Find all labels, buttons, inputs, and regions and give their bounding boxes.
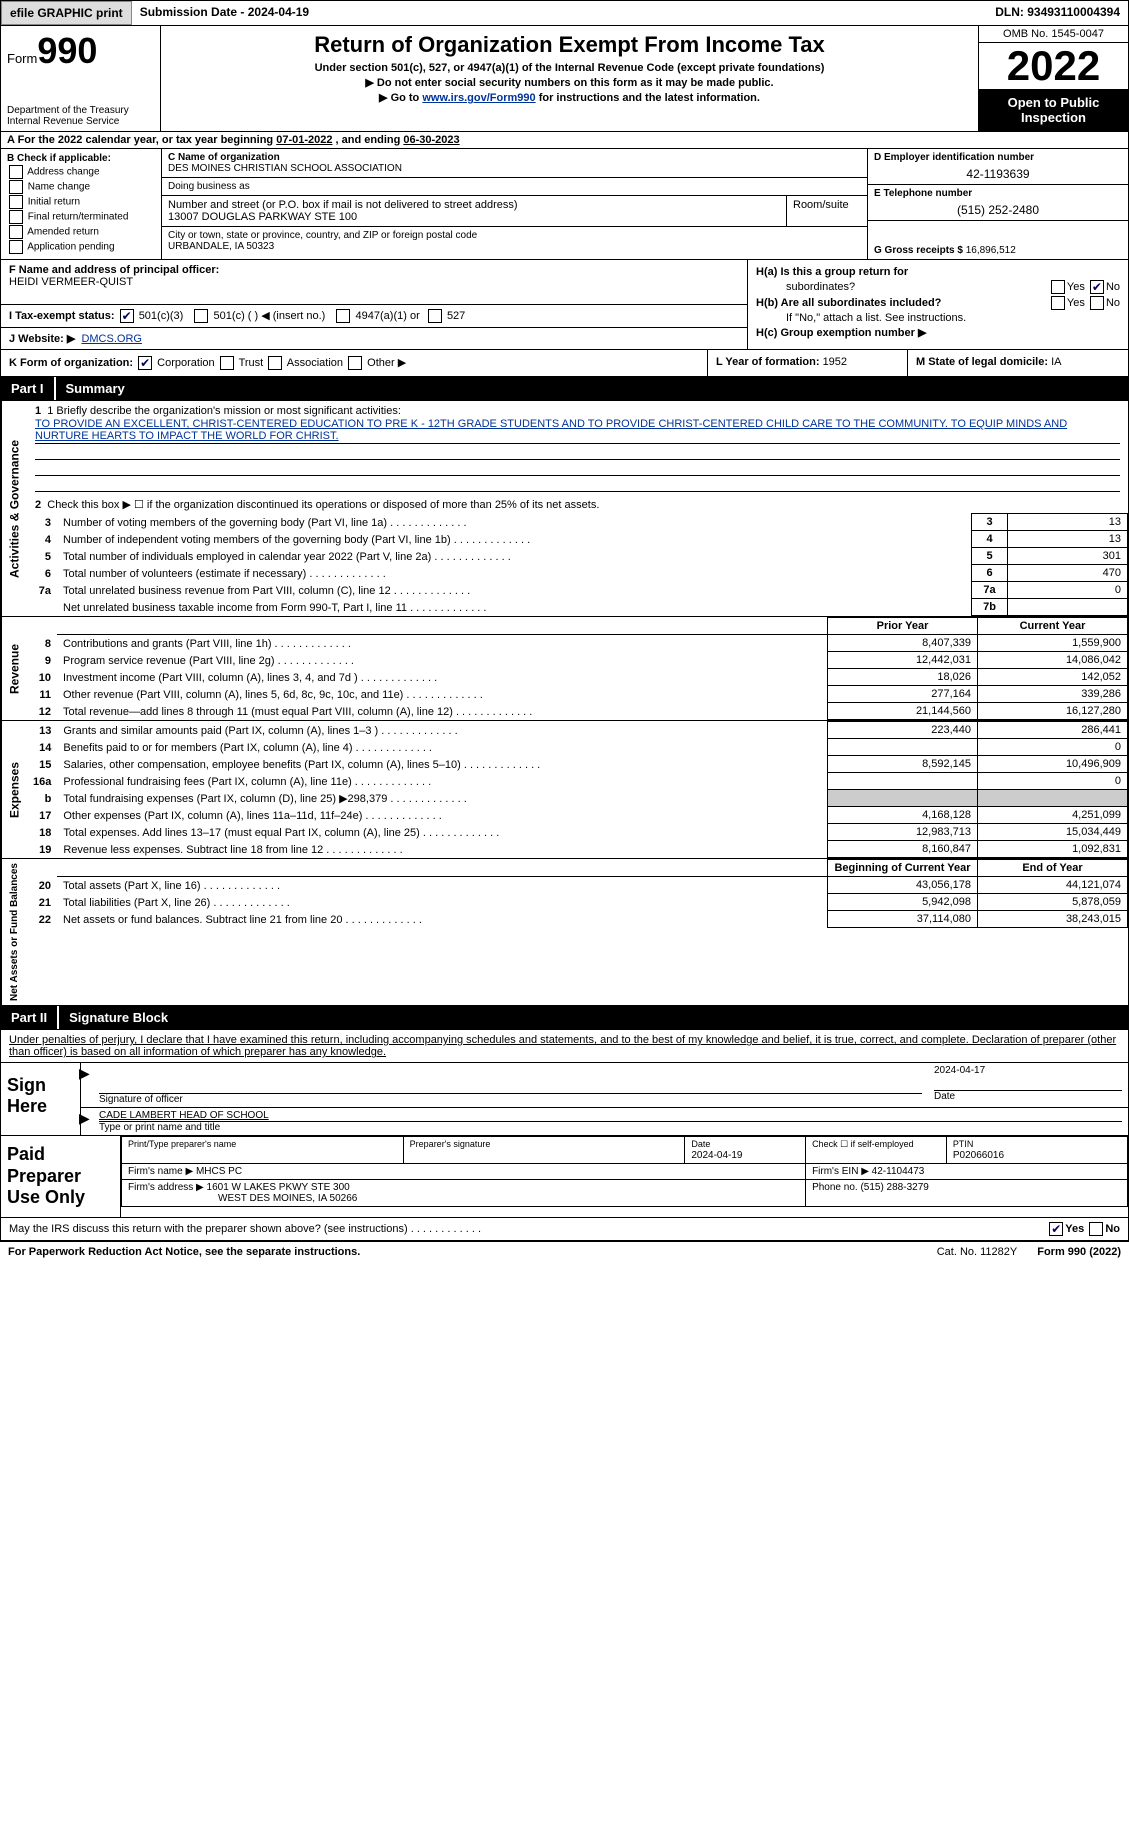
website-link[interactable]: DMCS.ORG	[81, 333, 142, 345]
initial-return-checkbox[interactable]	[9, 195, 23, 209]
ssn-notice: Do not enter social security numbers on …	[169, 76, 970, 89]
part2-header: Part II Signature Block	[0, 1006, 1129, 1030]
527-checkbox[interactable]	[428, 309, 442, 323]
self-employed-check[interactable]: Check ☐ if self-employed	[812, 1139, 914, 1149]
summary-expenses: Expenses 13Grants and similar amounts pa…	[0, 721, 1129, 859]
submission-date: Submission Date - 2024-04-19	[132, 1, 317, 25]
form-header: Form990 Department of the Treasury Inter…	[0, 26, 1129, 132]
form-title: Return of Organization Exempt From Incom…	[169, 32, 970, 58]
summary-netassets: Net Assets or Fund Balances Beginning of…	[0, 859, 1129, 1006]
corp-checkbox[interactable]	[138, 356, 152, 370]
ein-value: 42-1193639	[874, 167, 1122, 181]
principal-officer-name: HEIDI VERMEER-QUIST	[9, 276, 133, 288]
tax-year-range: A For the 2022 calendar year, or tax yea…	[0, 132, 1129, 149]
firm-name: MHCS PC	[196, 1166, 242, 1177]
firm-address2: WEST DES MOINES, IA 50266	[128, 1193, 357, 1204]
website-label: J Website: ▶	[9, 333, 75, 345]
prep-date: 2024-04-19	[691, 1150, 742, 1161]
address-change-checkbox[interactable]	[9, 165, 23, 179]
street-value: 13007 DOUGLAS PARKWAY STE 100	[168, 211, 357, 223]
firm-ein: 42-1104473	[872, 1166, 925, 1177]
name-title-label: Type or print name and title	[99, 1122, 220, 1133]
top-bar: efile GRAPHIC print Submission Date - 20…	[0, 0, 1129, 26]
irs-link[interactable]: www.irs.gov/Form990	[422, 92, 535, 104]
hb-yes-checkbox[interactable]	[1051, 296, 1065, 310]
phone-label: E Telephone number	[874, 188, 972, 199]
officer-status-block: F Name and address of principal officer:…	[0, 260, 1129, 350]
discuss-yes-checkbox[interactable]	[1049, 1222, 1063, 1236]
part1-header: Part I Summary	[0, 377, 1129, 401]
form-number: Form990	[7, 30, 154, 72]
hb-no-checkbox[interactable]	[1090, 296, 1104, 310]
netassets-table: Beginning of Current YearEnd of Year20To…	[27, 859, 1128, 928]
ptin-value: P02066016	[953, 1150, 1004, 1161]
tax-year: 2022	[979, 43, 1128, 89]
city-value: URBANDALE, IA 50323	[168, 241, 274, 252]
officer-name-title: CADE LAMBERT HEAD OF SCHOOL	[99, 1110, 269, 1121]
signature-intro: Under penalties of perjury, I declare th…	[0, 1030, 1129, 1063]
phone-value: (515) 252-2480	[874, 203, 1122, 217]
omb-number: OMB No. 1545-0047	[979, 26, 1128, 43]
org-name-label: C Name of organization	[168, 152, 280, 163]
ha-yes-checkbox[interactable]	[1051, 280, 1065, 294]
trust-checkbox[interactable]	[220, 356, 234, 370]
firm-phone: (515) 288-3279	[860, 1182, 928, 1193]
sign-here-block: Sign Here Signature of officer 2024-04-1…	[0, 1063, 1129, 1136]
dba-label: Doing business as	[168, 181, 250, 192]
gross-receipts-label: G Gross receipts $	[874, 245, 966, 256]
501c3-checkbox[interactable]	[120, 309, 134, 323]
form-footer-id: Form 990 (2022)	[1037, 1246, 1121, 1258]
org-name: DES MOINES CHRISTIAN SCHOOL ASSOCIATION	[168, 163, 402, 174]
ein-label: D Employer identification number	[874, 152, 1034, 163]
501c-checkbox[interactable]	[194, 309, 208, 323]
paid-preparer-block: Paid Preparer Use Only Print/Type prepar…	[0, 1136, 1129, 1218]
form-subtitle: Under section 501(c), 527, or 4947(a)(1)…	[169, 62, 970, 74]
other-checkbox[interactable]	[348, 356, 362, 370]
instructions-link-row: Go to www.irs.gov/Form990 for instructio…	[169, 91, 970, 104]
year-formation: 1952	[823, 356, 847, 368]
discuss-with-preparer: May the IRS discuss this return with the…	[0, 1218, 1129, 1241]
amended-return-checkbox[interactable]	[9, 225, 23, 239]
room-label: Room/suite	[793, 199, 849, 211]
mission-text[interactable]: TO PROVIDE AN EXCELLENT, CHRIST-CENTERED…	[35, 418, 1067, 442]
efile-print-button[interactable]: efile GRAPHIC print	[1, 1, 132, 25]
expenses-table: 13Grants and similar amounts paid (Part …	[27, 721, 1128, 858]
4947-checkbox[interactable]	[336, 309, 350, 323]
line2-text: Check this box ▶ ☐ if the organization d…	[47, 499, 599, 511]
street-label: Number and street (or P.O. box if mail i…	[168, 199, 518, 211]
summary-governance: Activities & Governance 1 1 Briefly desc…	[0, 401, 1129, 617]
sig-officer-label: Signature of officer	[99, 1094, 183, 1105]
firm-address1: 1601 W LAKES PKWY STE 300	[207, 1182, 350, 1193]
ha-no-checkbox[interactable]	[1090, 280, 1104, 294]
application-pending-checkbox[interactable]	[9, 240, 23, 254]
sig-date-value: 2024-04-17	[934, 1065, 985, 1076]
gross-receipts-value: 16,896,512	[966, 245, 1016, 256]
open-to-public: Open to Public Inspection	[979, 89, 1128, 131]
department: Department of the Treasury Internal Reve…	[7, 105, 154, 127]
name-change-checkbox[interactable]	[9, 180, 23, 194]
governance-table: 3Number of voting members of the governi…	[27, 513, 1128, 616]
paperwork-notice: For Paperwork Reduction Act Notice, see …	[0, 1241, 1129, 1262]
check-if-applicable: B Check if applicable: Address change Na…	[1, 149, 161, 259]
dln: DLN: 93493110004394	[987, 1, 1128, 25]
summary-revenue: Revenue Prior YearCurrent Year8Contribut…	[0, 617, 1129, 721]
entity-block: B Check if applicable: Address change Na…	[0, 149, 1129, 260]
final-return-checkbox[interactable]	[9, 210, 23, 224]
discuss-no-checkbox[interactable]	[1089, 1222, 1103, 1236]
assoc-checkbox[interactable]	[268, 356, 282, 370]
state-domicile: IA	[1051, 356, 1061, 368]
form-of-org-row: K Form of organization: Corporation Trus…	[0, 350, 1129, 377]
mission-label: 1 Briefly describe the organization's mi…	[47, 405, 401, 417]
revenue-table: Prior YearCurrent Year8Contributions and…	[27, 617, 1128, 720]
tax-exempt-label: I Tax-exempt status:	[9, 310, 115, 322]
sig-date-label: Date	[934, 1091, 955, 1102]
city-label: City or town, state or province, country…	[168, 230, 477, 241]
cat-number: Cat. No. 11282Y	[937, 1246, 1018, 1258]
principal-officer-label: F Name and address of principal officer:	[9, 264, 219, 276]
